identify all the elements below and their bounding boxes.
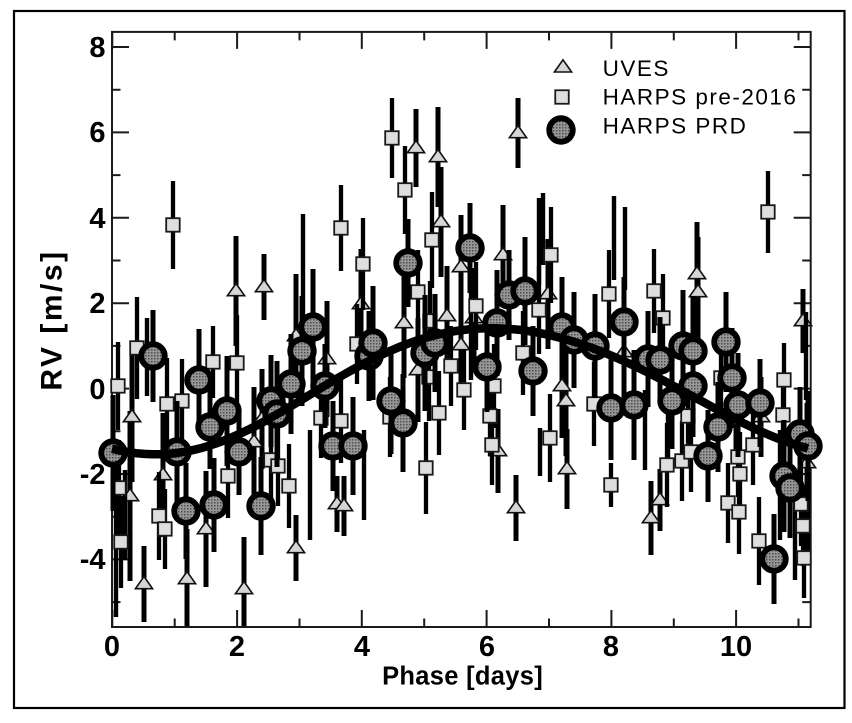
svg-text:Phase [days]: Phase [days] bbox=[382, 663, 543, 691]
svg-text:RV [m/s]: RV [m/s] bbox=[36, 249, 69, 390]
svg-text:-2: -2 bbox=[80, 459, 106, 491]
svg-text:10: 10 bbox=[720, 631, 752, 663]
svg-text:UVES: UVES bbox=[603, 56, 670, 81]
svg-text:6: 6 bbox=[89, 117, 105, 149]
svg-text:HARPS pre-2016: HARPS pre-2016 bbox=[603, 85, 798, 110]
svg-text:2: 2 bbox=[229, 631, 245, 663]
svg-text:-4: -4 bbox=[80, 544, 106, 576]
svg-text:0: 0 bbox=[89, 374, 105, 406]
svg-text:2: 2 bbox=[89, 288, 105, 320]
svg-text:HARPS PRD: HARPS PRD bbox=[603, 114, 748, 139]
svg-text:4: 4 bbox=[89, 203, 105, 235]
svg-text:6: 6 bbox=[479, 631, 495, 663]
svg-text:0: 0 bbox=[104, 631, 120, 663]
svg-text:8: 8 bbox=[89, 32, 105, 64]
svg-text:8: 8 bbox=[603, 631, 619, 663]
svg-text:4: 4 bbox=[354, 631, 370, 663]
